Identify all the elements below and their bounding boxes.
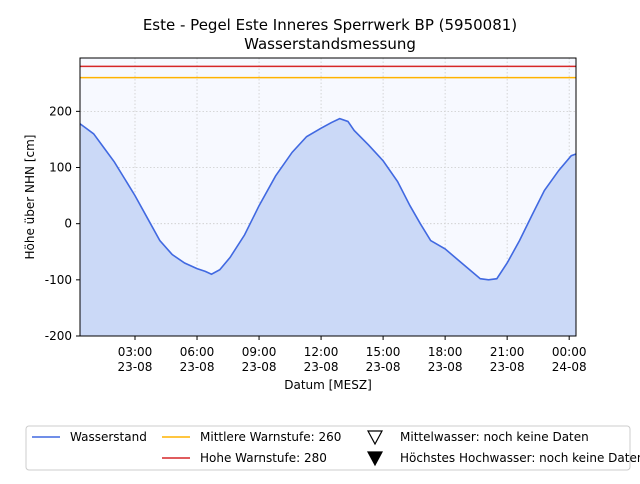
x-tick-label: 15:00 23-08 (366, 345, 401, 374)
legend-label: Mittelwasser: noch keine Daten (400, 430, 589, 444)
area (80, 118, 576, 337)
x-tick-label: 21:00 23-08 (490, 345, 525, 374)
legend-label: Mittlere Warnstufe: 260 (200, 430, 341, 444)
y-tick-label: 100 (49, 161, 72, 175)
y-tick-label: 0 (64, 217, 72, 231)
legend-label: Höchstes Hochwasser: noch keine Daten (400, 451, 640, 465)
line (79, 117, 577, 281)
y-tick-label: -200 (45, 329, 72, 343)
x-tick-label: 00:00 24-08 (552, 345, 587, 374)
legend-label: Wasserstand (70, 430, 147, 444)
y-tick-label: 200 (49, 104, 72, 118)
y-tick-label: -100 (45, 273, 72, 287)
legend-marker (366, 451, 384, 467)
x-tick-label: 12:00 23-08 (304, 345, 339, 374)
legend-marker (366, 430, 384, 446)
x-tick-label: 18:00 23-08 (428, 345, 463, 374)
x-tick-label: 06:00 23-08 (180, 345, 215, 374)
legend-label: Hohe Warnstufe: 280 (200, 451, 327, 465)
y-axis-label: Höhe über NHN [cm] (23, 135, 37, 260)
x-axis-label: Datum [MESZ] (284, 378, 372, 392)
plot-frame (79, 57, 577, 337)
x-tick-label: 09:00 23-08 (242, 345, 277, 374)
x-tick-label: 03:00 23-08 (118, 345, 153, 374)
chart-title: Este - Pegel Este Inneres Sperrwerk BP (… (143, 16, 517, 34)
chart-subtitle: Wasserstandsmessung (244, 35, 416, 53)
